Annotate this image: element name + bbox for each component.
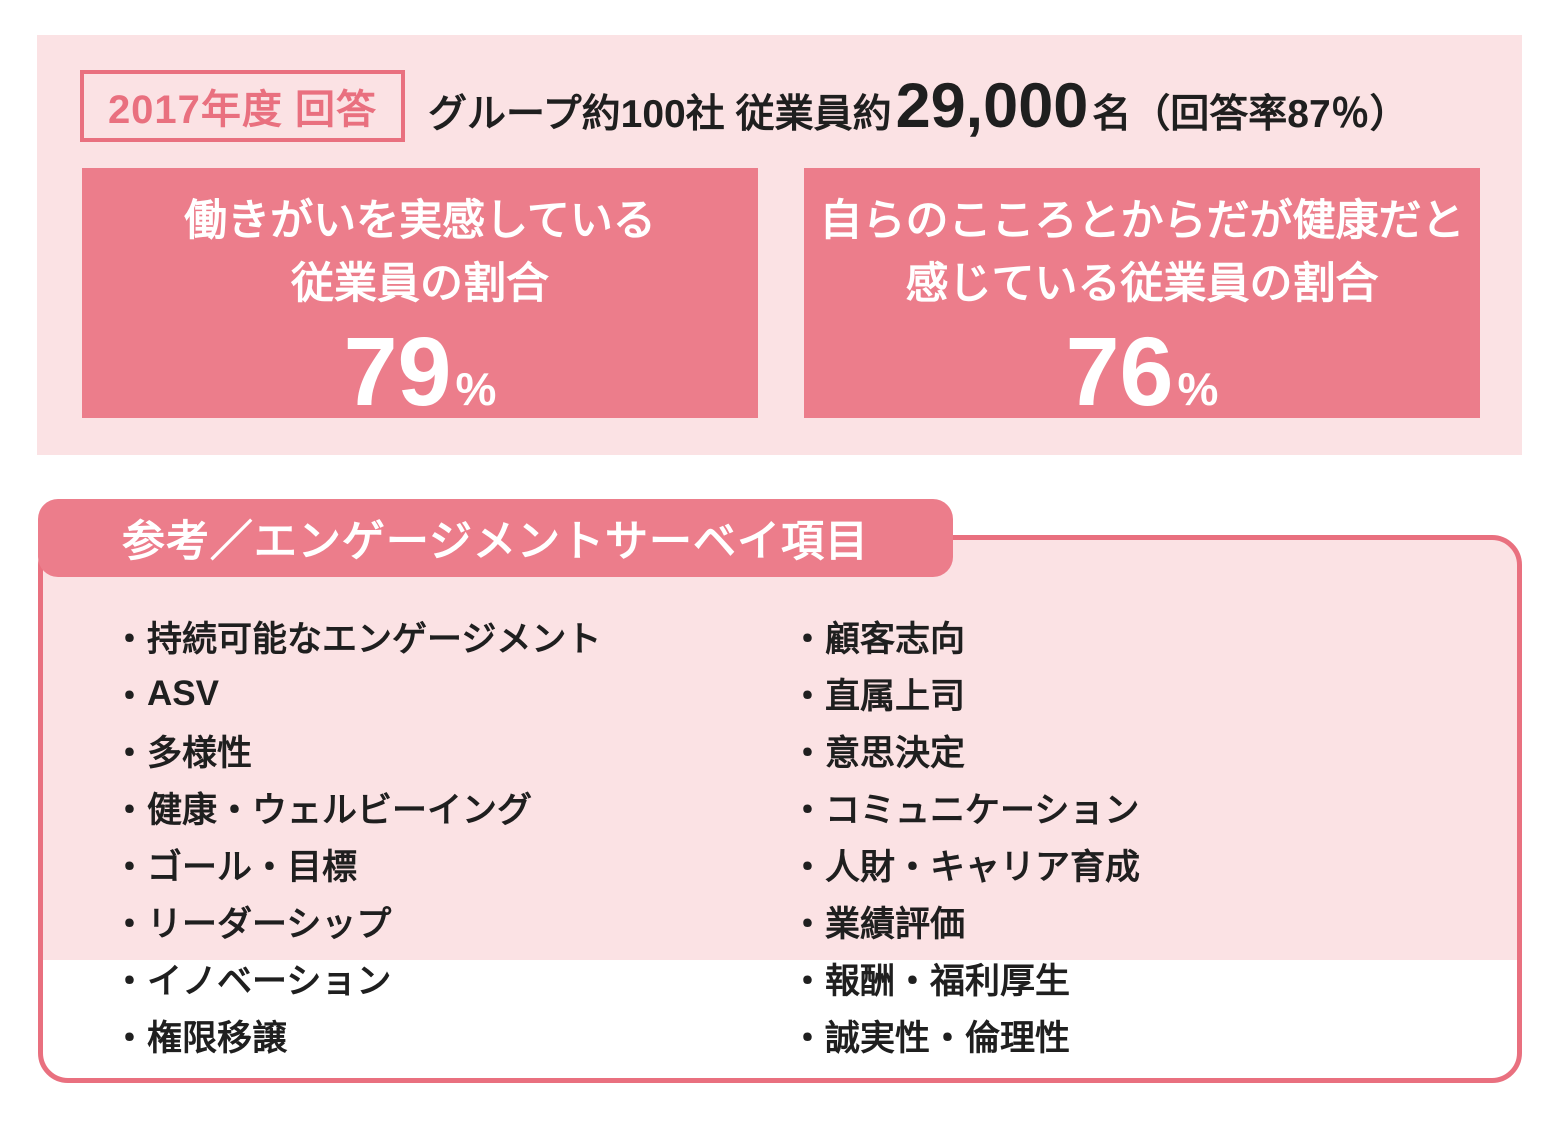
bullet-icon: ・ [112, 848, 148, 887]
bullet-icon: ・ [790, 620, 826, 659]
respondents-headline-prefix: グループ約100社 従業員約 [428, 93, 892, 136]
survey-item: ・誠実性・倫理性 [790, 1007, 1410, 1064]
survey-item-label: 報酬・福利厚生 [825, 962, 1071, 1001]
survey-item: ・意思決定 [790, 722, 1410, 779]
survey-item-label: 健康・ウェルビーイング [147, 791, 533, 830]
survey-item: ・直属上司 [790, 665, 1410, 722]
survey-item-label: ASV [147, 673, 219, 713]
bullet-icon: ・ [112, 620, 148, 659]
bullet-icon: ・ [790, 848, 826, 887]
stat-card-title: 自らのこころとからだが健康だと 感じている従業員の割合 [804, 190, 1480, 316]
survey-item: ・顧客志向 [790, 608, 1410, 665]
stat-card-job-satisfaction: 働きがいを実感している 従業員の割合 79% [82, 168, 758, 422]
bullet-icon: ・ [790, 905, 826, 944]
bullet-icon: ・ [790, 962, 826, 1001]
bullet-icon: ・ [112, 677, 148, 716]
survey-item-label: リーダーシップ [147, 905, 392, 944]
stat-card-title: 働きがいを実感している 従業員の割合 [82, 190, 758, 316]
bullet-icon: ・ [112, 1019, 148, 1058]
stat-card-title-line2: 感じている従業員の割合 [905, 260, 1379, 308]
survey-item-label: 人財・キャリア育成 [825, 848, 1141, 887]
bullet-icon: ・ [112, 905, 148, 944]
respondents-headline: グループ約100社 従業員約29,000 名（回答率87％） [428, 63, 1478, 166]
survey-items-box [38, 535, 1522, 1083]
bullet-icon: ・ [112, 791, 148, 830]
survey-item: ・報酬・福利厚生 [790, 950, 1410, 1007]
stat-card-value-row: 76% [804, 322, 1480, 451]
bullet-icon: ・ [112, 734, 148, 773]
stat-unit: % [1177, 363, 1219, 415]
survey-items-column-right: ・顧客志向・直属上司・意思決定・コミュニケーション・人財・キャリア育成・業績評価… [790, 608, 1410, 1064]
survey-item: ・イノベーション [112, 950, 732, 1007]
stat-card-title-line1: 自らのこころとからだが健康だと [819, 197, 1465, 245]
survey-item-label: 誠実性・倫理性 [825, 1019, 1071, 1058]
stat-value: 79 [343, 317, 452, 426]
survey-item: ・権限移譲 [112, 1007, 732, 1064]
survey-item-label: 持続可能なエンゲージメント [147, 620, 602, 659]
survey-item-label: 意思決定 [825, 734, 966, 773]
stat-value: 76 [1065, 317, 1174, 426]
survey-item: ・持続可能なエンゲージメント [112, 608, 732, 665]
stat-unit: % [455, 363, 497, 415]
survey-summary-panel: 2017年度 回答 グループ約100社 従業員約29,000 名（回答率87％） … [37, 35, 1522, 455]
survey-item-label: 直属上司 [825, 677, 966, 716]
survey-item: ・健康・ウェルビーイング [112, 779, 732, 836]
year-response-label: 2017年度 回答 [80, 70, 405, 142]
survey-item: ・ ASV [112, 665, 732, 722]
survey-item: ・多様性 [112, 722, 732, 779]
survey-item-label: 業績評価 [825, 905, 966, 944]
bullet-icon: ・ [790, 791, 826, 830]
reference-section-badge-text: 参考／エンゲージメントサーベイ項目 [121, 518, 870, 566]
stat-card-title-line1: 働きがいを実感している [184, 197, 656, 245]
survey-item-label: ゴール・目標 [147, 848, 358, 887]
survey-items-column-left: ・持続可能なエンゲージメント・ ASV ・多様性・健康・ウェルビーイング・ゴール・目… [112, 608, 732, 1064]
reference-section-badge: 参考／エンゲージメントサーベイ項目 [38, 499, 953, 577]
survey-item: ・人財・キャリア育成 [790, 836, 1410, 893]
respondents-count: 29,000 [895, 71, 1089, 141]
survey-item-label: イノベーション [147, 962, 392, 1001]
survey-item-label: 権限移譲 [147, 1019, 288, 1058]
year-response-label-text: 2017年度 回答 [107, 88, 378, 132]
survey-item: ・業績評価 [790, 893, 1410, 950]
survey-item: ・ゴール・目標 [112, 836, 732, 893]
survey-item: ・リーダーシップ [112, 893, 732, 950]
survey-item: ・コミュニケーション [790, 779, 1410, 836]
survey-item-label: コミュニケーション [825, 791, 1140, 830]
bullet-icon: ・ [790, 734, 826, 773]
stat-card-value-row: 79% [82, 322, 758, 451]
respondents-headline-suffix: 名（回答率87％） [1092, 93, 1409, 136]
stat-card-health-perception: 自らのこころとからだが健康だと 感じている従業員の割合 76% [804, 168, 1480, 422]
bullet-icon: ・ [790, 677, 826, 716]
bullet-icon: ・ [790, 1019, 826, 1058]
stat-card-title-line2: 従業員の割合 [291, 260, 549, 308]
bullet-icon: ・ [112, 962, 148, 1001]
survey-item-label: 顧客志向 [825, 620, 966, 659]
survey-item-label: 多様性 [147, 734, 253, 773]
